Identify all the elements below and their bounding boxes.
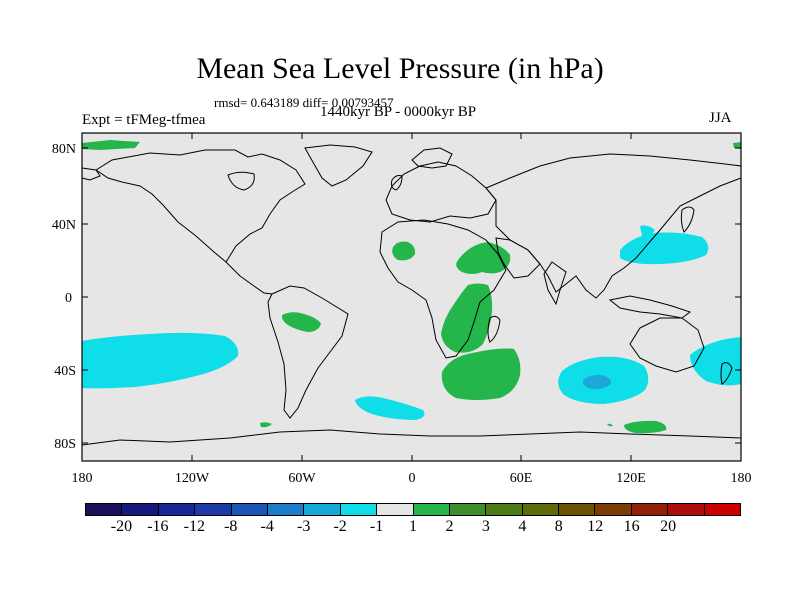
lat-label-0: 0: [65, 291, 72, 306]
central-america-coast: [225, 261, 273, 295]
colorbar-box: [704, 504, 741, 515]
cyan-patch-east-china-sea: [640, 225, 655, 237]
coastlines: [81, 144, 742, 446]
india-coast: [543, 261, 567, 306]
colorbar-box: [158, 504, 196, 515]
colorbar-box: [122, 504, 159, 515]
rmsd-diff-stats: rmsd= 0.643189 diff= 0.00793457: [214, 95, 394, 110]
negative-anomaly-regions: [82, 225, 741, 420]
colorbar-box: [559, 504, 596, 515]
season-label: JJA: [709, 110, 732, 126]
lon-label-0: 0: [409, 471, 416, 486]
green-patch-arctic-east: [733, 142, 741, 149]
green-patch-tiny: [607, 423, 613, 427]
colorbar-label: -4: [260, 518, 274, 535]
colorbar-box: [631, 504, 669, 515]
colorbar-box: [522, 504, 560, 515]
colorbar-box: [449, 504, 487, 515]
antarctica-coast: [81, 429, 742, 446]
green-patch-arctic-west: [82, 140, 140, 150]
lat-label-80s: 80S: [54, 437, 76, 452]
green-patch-southern-ocean: [624, 420, 667, 434]
madagascar: [487, 315, 501, 343]
lat-label-40s: 40S: [54, 364, 76, 379]
colorbar-label: 12: [587, 518, 604, 535]
maritime-continent: [608, 295, 692, 319]
axis-ticks: [81, 133, 742, 461]
lon-label-120w: 120W: [175, 471, 210, 486]
colorbar-label: -12: [183, 518, 205, 535]
green-patch-red-sea: [456, 242, 511, 274]
green-patch-north-africa: [392, 241, 416, 261]
colorbar-box: [668, 504, 705, 515]
british-isles: [391, 175, 403, 191]
colorbar-box: [377, 504, 414, 515]
colorbar-label: -1: [369, 518, 384, 535]
scandinavia-coast: [411, 147, 453, 169]
lon-label-60e: 60E: [510, 471, 533, 486]
australia-coast: [629, 317, 705, 373]
green-patch-south-atlantic-indian: [441, 348, 521, 400]
greenland-coast: [304, 144, 373, 187]
europe-coast: [385, 161, 497, 223]
colorbar-box: [86, 504, 123, 515]
green-patch-small-south: [260, 422, 272, 428]
lon-label-180w: 180: [72, 471, 93, 486]
hudson-bay: [227, 171, 255, 191]
new-zealand: [720, 362, 733, 385]
lon-label-60w: 60W: [288, 471, 316, 486]
colorbar-label: -8: [224, 518, 238, 535]
cyan-patch-south-atlantic: [355, 396, 425, 420]
colorbar-label: -2: [333, 518, 347, 535]
colorbar-label: 8: [554, 518, 563, 535]
cyan-patch-south-pacific: [82, 332, 239, 389]
strong-negative-core: [582, 374, 612, 390]
cyan-patch-tasman: [690, 337, 741, 386]
colorbar-label: 1: [409, 518, 417, 535]
asia-coast: [485, 153, 742, 299]
green-patch-east-africa: [441, 283, 493, 353]
colorbar-label: -16: [147, 518, 169, 535]
alaska-coast: [81, 167, 101, 181]
colorbar-label: -20: [110, 518, 133, 535]
colorbar-box: [267, 504, 305, 515]
colorbar-label: 2: [445, 518, 454, 535]
colorbar-box: [195, 504, 232, 515]
colorbar-box: [595, 504, 632, 515]
colorbar-labels: -20 -16 -12 -8 -4 -3 -2 -1 1 2 3 4 8 12 16 20: [85, 518, 741, 540]
lat-label-40n: 40N: [52, 218, 76, 233]
positive-anomaly-regions: [82, 140, 741, 434]
green-patch-south-america: [281, 312, 321, 332]
lon-label-120e: 120E: [616, 471, 646, 486]
colorbar-box: [486, 504, 523, 515]
lon-label-180e: 180: [731, 471, 752, 486]
africa-coast: [379, 219, 507, 359]
colorbar-label: -3: [296, 518, 311, 535]
map-title: Mean Sea Level Pressure (in hPa): [196, 52, 604, 85]
colorbar-box: [340, 504, 378, 515]
colorbar-box: [231, 504, 268, 515]
japan: [680, 206, 695, 233]
south-america-coast: [267, 285, 349, 419]
colorbar: [85, 503, 741, 516]
lat-label-80n: 80N: [52, 142, 76, 157]
period-label: 1440kyr BP - 0000kyr BP: [320, 104, 477, 120]
colorbar-box: [304, 504, 341, 515]
colorbar-label: 16: [623, 518, 640, 535]
colorbar-label: 3: [481, 518, 490, 535]
colorbar-label: 4: [518, 518, 527, 535]
colorbar-box: [413, 504, 450, 515]
colorbar-label: 20: [660, 518, 677, 535]
north-america-coast: [95, 149, 306, 263]
experiment-label: Expt = tFMeg-tfmea: [82, 112, 206, 128]
cyan-patch-western-pacific: [620, 232, 709, 265]
